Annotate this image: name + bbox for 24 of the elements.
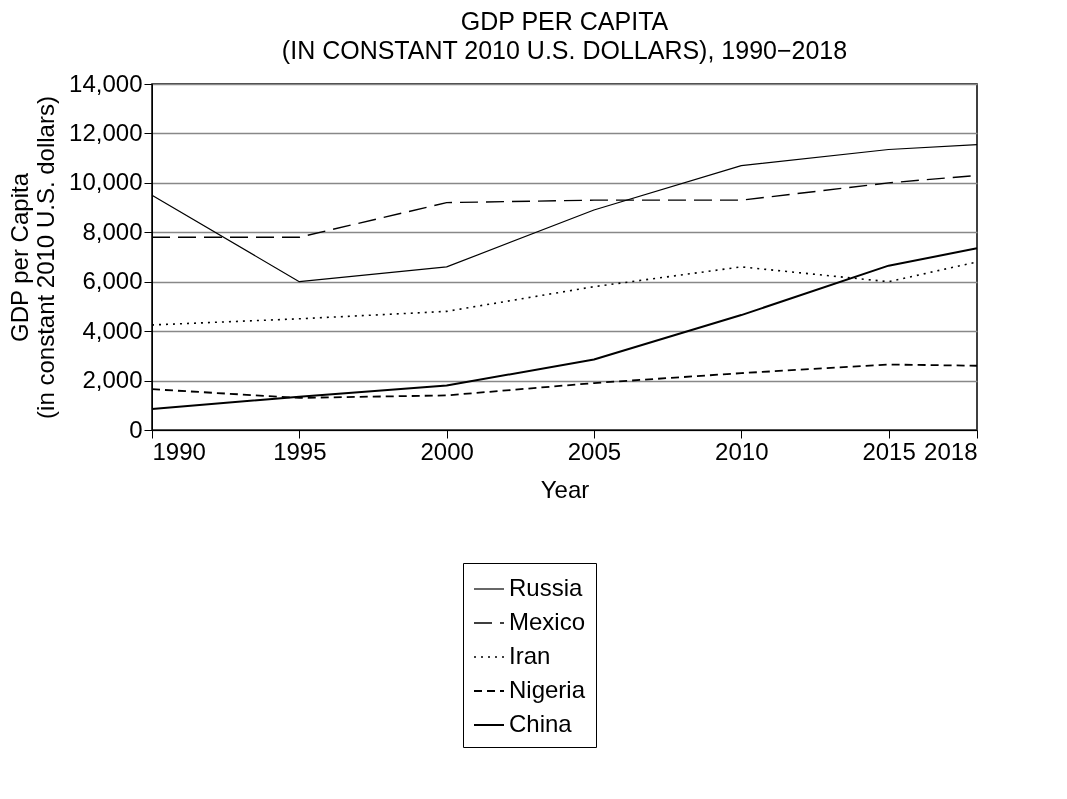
y-tick-label: 0	[129, 415, 143, 443]
x-tick-label: 1990	[152, 437, 206, 465]
y-tick-label: 6,000	[82, 267, 143, 295]
chart-subtitle: (IN CONSTANT 2010 U.S. DOLLARS), 1990−2018	[281, 36, 848, 64]
y-axis-title: GDP per Capita (in constant 2010 U.S. dollars)	[6, 96, 60, 419]
chart-title: GDP PER CAPITA	[460, 7, 669, 35]
y-tick-label: 12,000	[69, 118, 143, 146]
x-tick-label: 2018	[924, 437, 978, 465]
x-axis-title: Year	[540, 475, 590, 503]
legend-label: Mexico	[509, 608, 586, 635]
x-tick-label: 2010	[715, 437, 769, 465]
legend-label: China	[509, 710, 573, 737]
x-tick-label: 2015	[862, 437, 916, 465]
x-tick-label: 2005	[567, 437, 622, 465]
y-tick-label: 4,000	[82, 316, 143, 344]
legend-label: Russia	[509, 574, 584, 601]
legend-label: Nigeria	[509, 676, 586, 703]
x-tick-label: 2000	[420, 437, 474, 465]
y-tick-label: 8,000	[82, 217, 143, 245]
x-tick-label: 1995	[273, 437, 327, 465]
y-tick-label: 2,000	[82, 366, 143, 394]
y-tick-label: 10,000	[69, 168, 143, 196]
legend-label: Iran	[509, 642, 551, 669]
y-tick-label: 14,000	[69, 69, 143, 97]
